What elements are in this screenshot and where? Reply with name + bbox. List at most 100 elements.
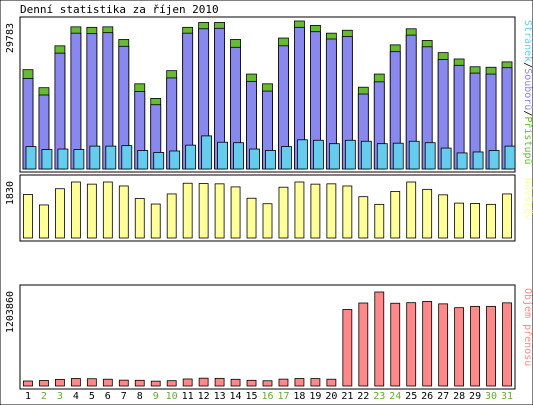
bar-files-day-4 [70, 32, 82, 170]
bar-kbytes-day-29 [470, 305, 480, 387]
bar-visits-day-19 [310, 183, 321, 239]
day-label-10: 10 [166, 391, 178, 402]
bar-kbytes-day-6 [102, 378, 113, 387]
panel-kbytes: 1203860 Objem přenosu [5, 284, 533, 390]
bar-visits-day-3 [55, 188, 65, 239]
bar-pages-day-2 [41, 149, 53, 170]
bar-pages-day-19 [313, 139, 324, 170]
day-label-26: 26 [421, 391, 433, 402]
legend-pages: Stránek [522, 20, 533, 62]
day-label-20: 20 [325, 391, 337, 402]
bar-kbytes-day-21 [342, 309, 353, 387]
bar-visits-day-21 [342, 185, 353, 239]
bar-pages-day-9 [153, 152, 165, 170]
bar-visits-day-7 [118, 185, 129, 239]
bar-visits-day-13 [214, 183, 225, 239]
day-label-21: 21 [341, 391, 353, 402]
day-label-23: 23 [373, 391, 385, 402]
bar-visits-day-30 [486, 203, 496, 239]
day-label-13: 13 [214, 391, 226, 402]
y-max-label-hits-files-pages: 29783 [5, 23, 16, 53]
day-label-9: 9 [153, 391, 159, 402]
bar-visits-day-10 [166, 193, 177, 239]
bar-pages-day-29 [472, 151, 484, 170]
bar-kbytes-day-16 [262, 380, 273, 387]
bar-kbytes-day-7 [118, 379, 129, 387]
bar-kbytes-day-19 [310, 378, 321, 387]
bar-kbytes-day-2 [39, 380, 49, 387]
bar-kbytes-day-25 [406, 302, 417, 387]
panel-frame-kbytes [19, 284, 516, 390]
bar-pages-day-12 [201, 135, 213, 170]
bar-kbytes-day-10 [166, 380, 177, 387]
bar-visits-day-2 [39, 204, 49, 239]
bar-kbytes-day-17 [278, 378, 289, 387]
bar-kbytes-day-13 [214, 377, 225, 387]
day-label-6: 6 [105, 391, 111, 402]
legend-separator: / [522, 62, 533, 68]
bar-pages-day-22 [360, 140, 372, 170]
bar-visits-day-25 [406, 181, 417, 239]
bar-pages-day-23 [376, 143, 388, 170]
bar-visits-day-16 [262, 203, 273, 239]
bar-pages-day-21 [344, 139, 356, 170]
bar-pages-day-31 [504, 145, 516, 170]
day-label-28: 28 [453, 391, 465, 402]
day-label-12: 12 [198, 391, 210, 402]
bar-pages-day-1 [25, 146, 37, 170]
day-label-31: 31 [501, 391, 513, 402]
bar-pages-day-20 [328, 143, 340, 170]
bar-visits-day-9 [150, 203, 161, 239]
bar-kbytes-day-9 [150, 380, 161, 387]
bar-visits-day-8 [134, 198, 145, 239]
day-label-24: 24 [389, 391, 401, 402]
bar-visits-day-6 [102, 181, 113, 239]
bar-kbytes-day-24 [390, 302, 401, 387]
legend-hits-files-pages: Stránek/Souborů/Přístupů [522, 20, 533, 165]
bar-kbytes-day-26 [422, 301, 433, 387]
bar-pages-day-13 [217, 141, 228, 170]
bar-kbytes-day-15 [246, 379, 257, 387]
legend-kbytes: Objem přenosu [522, 288, 533, 366]
bar-kbytes-day-14 [230, 378, 241, 387]
bar-kbytes-day-4 [70, 378, 81, 387]
bar-pages-day-8 [137, 150, 149, 170]
bar-kbytes-day-12 [198, 377, 209, 387]
bar-visits-day-22 [358, 196, 369, 239]
day-label-25: 25 [405, 391, 417, 402]
bar-visits-day-12 [198, 183, 209, 239]
bar-visits-day-27 [438, 194, 449, 239]
bar-visits-day-26 [422, 188, 433, 239]
bar-pages-day-4 [73, 149, 85, 170]
bar-pages-day-5 [89, 145, 101, 170]
bar-kbytes-day-3 [55, 378, 65, 387]
bar-visits-day-20 [326, 183, 337, 239]
bar-visits-day-23 [374, 203, 385, 239]
day-label-4: 4 [73, 391, 79, 402]
day-label-29: 29 [469, 391, 481, 402]
bar-visits-day-5 [86, 183, 97, 239]
day-label-19: 19 [309, 391, 321, 402]
bar-visits-day-31 [502, 193, 512, 239]
bar-pages-day-18 [297, 139, 308, 170]
day-label-18: 18 [293, 391, 305, 402]
day-label-3: 3 [57, 391, 63, 402]
day-label-11: 11 [182, 391, 194, 402]
bar-pages-day-16 [265, 150, 276, 170]
bar-visits-day-15 [246, 197, 257, 239]
bar-pages-day-25 [408, 140, 420, 170]
bar-kbytes-day-8 [134, 379, 145, 387]
day-label-1: 1 [25, 391, 31, 402]
bar-kbytes-day-22 [358, 302, 369, 387]
bar-pages-day-10 [169, 150, 181, 170]
y-max-label-kbytes: 1203860 [5, 291, 16, 333]
day-label-2: 2 [41, 391, 47, 402]
day-label-30: 30 [485, 391, 497, 402]
day-label-8: 8 [137, 391, 143, 402]
bar-visits-day-29 [470, 203, 480, 239]
bar-pages-day-3 [57, 148, 69, 170]
bar-visits-day-18 [294, 181, 305, 239]
day-label-16: 16 [261, 391, 273, 402]
day-label-22: 22 [357, 391, 369, 402]
